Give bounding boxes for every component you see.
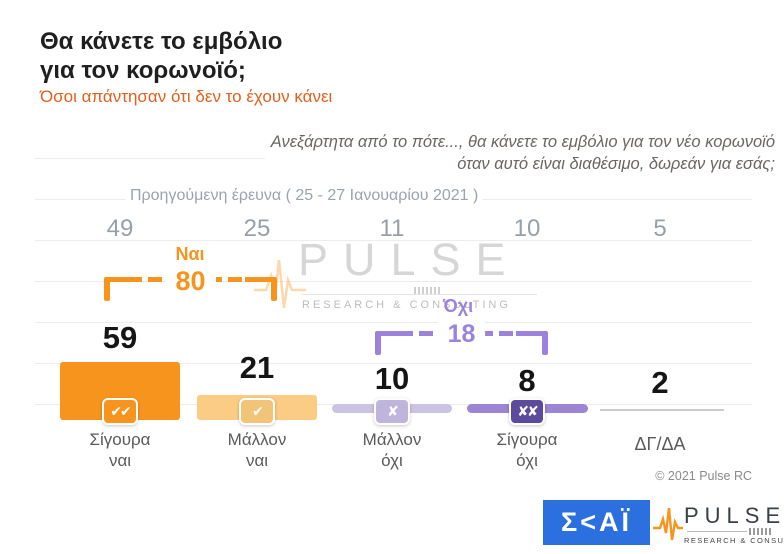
previous-value: 5 <box>653 215 667 242</box>
category-line: όχι <box>381 451 403 470</box>
bracket-cap <box>542 331 548 355</box>
skai-logo: Σ<ΑΪ <box>543 500 650 545</box>
category-label: Σίγουρα ναι <box>89 429 150 471</box>
cross-double-icon: ✘✘ <box>509 398 545 425</box>
check-double-icon: ✔✔ <box>102 398 138 425</box>
category-label: Σίγουρα όχι <box>496 429 557 471</box>
title-line-2: για τον κορωνοϊό; <box>40 57 246 84</box>
previous-value: 11 <box>379 215 405 242</box>
pulse-logo-divider <box>687 531 747 532</box>
pulse-waveform-icon <box>254 259 306 309</box>
yes-group-value: 80 <box>165 266 216 297</box>
gridline <box>35 281 752 282</box>
category-line: Σίγουρα <box>89 430 151 449</box>
cross-icon: ✘ <box>374 398 410 425</box>
category-line: ναι <box>245 451 269 470</box>
watermark-barcode <box>414 287 440 294</box>
question-line-2: όταν αυτό είναι διαθέσιμο, δωρεάν για εσ… <box>457 155 775 173</box>
category-line: Μάλλον <box>362 430 422 449</box>
previous-value: 10 <box>513 215 541 242</box>
copyright: © 2021 Pulse RC <box>655 469 752 483</box>
yes-group-bracket: 80 <box>104 266 277 301</box>
bar-value: 2 <box>651 365 669 400</box>
check-icon: ✔ <box>239 398 275 425</box>
category-label: Μάλλον όχι <box>363 429 422 471</box>
pulse-logo-barcode <box>749 528 773 535</box>
bar-value: 21 <box>239 350 275 385</box>
bar-value: 10 <box>374 361 410 396</box>
category-line: ναι <box>108 451 132 470</box>
pulse-logo: PULSE RESEARCH & CONSULTING <box>653 500 784 546</box>
yes-group-label: Ναι <box>175 244 205 264</box>
gridline <box>35 363 752 364</box>
page-subtitle: Όσοι απάντησαν ότι δεν το έχουν κάνει <box>40 87 333 106</box>
bar-dg-da <box>600 409 724 411</box>
bracket-cap <box>375 331 381 355</box>
bracket-segment <box>377 331 407 336</box>
previous-value: 49 <box>106 215 134 242</box>
pulse-waveform-icon <box>653 507 683 541</box>
bar-value: 8 <box>518 363 536 398</box>
category-label: ΔΓ/ΔΑ <box>634 434 686 454</box>
watermark-divider <box>302 294 537 295</box>
gridline <box>35 240 752 241</box>
bracket-segment <box>245 277 275 282</box>
previous-value: 25 <box>243 215 271 242</box>
watermark-subtext: RESEARCH & CONSULTING <box>302 299 511 311</box>
bar-value: 59 <box>102 320 138 355</box>
survey-question: Ανεξάρτητα από το πότε..., θα κάνετε το … <box>264 131 775 175</box>
question-line-1: Ανεξάρτητα από το πότε..., θα κάνετε το … <box>270 133 775 151</box>
gridline <box>35 322 752 323</box>
pulse-watermark: PULSE RESEARCH & CONSULTING <box>254 234 556 312</box>
bracket-segment <box>106 277 136 282</box>
no-group-bracket: 18 <box>375 320 548 355</box>
bracket-cap <box>271 277 277 301</box>
bracket-segment <box>516 331 546 336</box>
page-title: Θα κάνετε το εμβόλιο για τον κορωνοϊό; <box>40 27 282 85</box>
category-line: όχι <box>516 451 538 470</box>
category-label: Μάλλον ναι <box>228 429 287 471</box>
pulse-logo-subtext: RESEARCH & CONSULTING <box>684 536 784 545</box>
category-line: Σίγουρα <box>496 430 558 449</box>
title-line-1: Θα κάνετε το εμβόλιο <box>40 28 283 55</box>
no-group-value: 18 <box>437 320 486 349</box>
previous-survey-label: Προηγούμενη έρευνα ( 25 - 27 Ιανουαρίου … <box>126 187 483 205</box>
no-group-label: Όχι <box>442 296 474 316</box>
category-line: Μάλλον <box>227 430 287 449</box>
watermark-text: PULSE <box>298 234 521 285</box>
bracket-cap <box>104 277 110 301</box>
pulse-logo-text: PULSE <box>684 503 784 528</box>
